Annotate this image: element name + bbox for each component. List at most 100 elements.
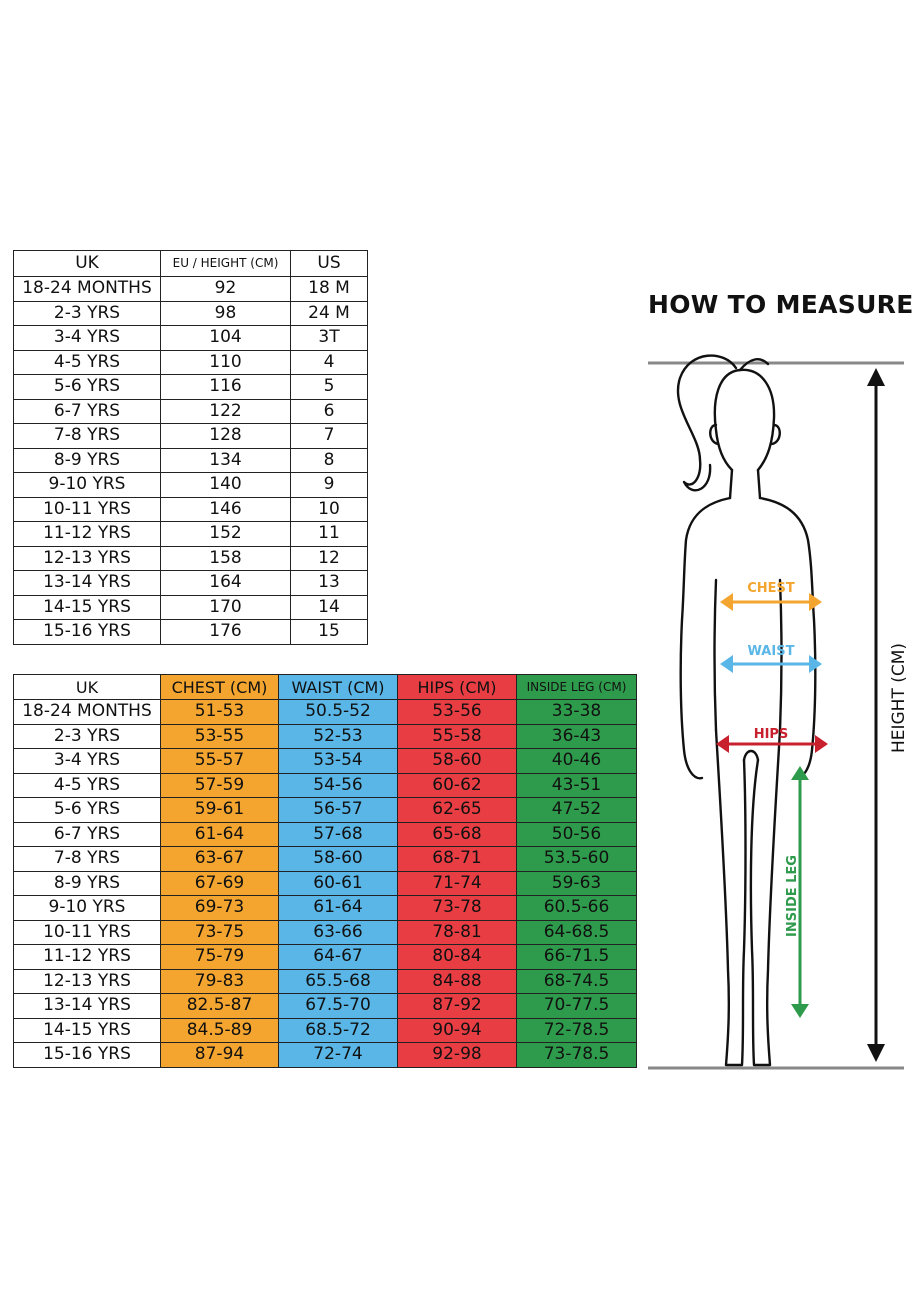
- waist-cell: 63-66: [278, 919, 398, 945]
- hips-cell: 80-84: [397, 944, 517, 970]
- inside-leg-cell: 66-71.5: [516, 944, 637, 970]
- hips-cell: 55-58: [397, 723, 517, 749]
- chest-arrow: CHEST: [720, 581, 822, 611]
- eu-height-cell: 170: [160, 594, 291, 620]
- uk-size-cell: 3-4 YRS: [13, 325, 161, 351]
- table-row: 14-15 YRS 170 14: [13, 594, 368, 620]
- table-header-row: UK EU / HEIGHT (CM) US: [13, 250, 368, 277]
- uk-eu-us-size-table: UK EU / HEIGHT (CM) US 18-24 MONTHS 92 18 …: [13, 250, 368, 645]
- eu-height-cell: 146: [160, 496, 291, 522]
- hips-cell: 58-60: [397, 748, 517, 774]
- waist-arrow: WAIST: [720, 644, 822, 673]
- eu-height-cell: 92: [160, 276, 291, 302]
- table-row: 12-13 YRS 79-83 65.5-68 84-88 68-74.5: [13, 968, 637, 994]
- us-size-cell: 4: [290, 349, 368, 375]
- waist-cell: 60-61: [278, 870, 398, 896]
- uk-size-cell: 9-10 YRS: [13, 895, 161, 921]
- table-row: 14-15 YRS 84.5-89 68.5-72 90-94 72-78.5: [13, 1017, 637, 1043]
- inside-leg-arrow: INSIDE LEG: [785, 766, 809, 1018]
- us-size-cell: 7: [290, 423, 368, 449]
- hips-label: HIPS: [754, 727, 789, 742]
- child-measuring-figure: CHEST WAIST HIPS INSIDE LEG HEIGHT (CM): [648, 354, 909, 1070]
- uk-size-cell: 10-11 YRS: [13, 919, 161, 945]
- eu-height-cell: 158: [160, 545, 291, 571]
- eu-height-cell: 116: [160, 374, 291, 400]
- us-size-cell: 10: [290, 496, 368, 522]
- us-size-cell: 12: [290, 545, 368, 571]
- waist-cell: 50.5-52: [278, 699, 398, 725]
- eu-height-column-header: EU / HEIGHT (CM): [160, 250, 291, 277]
- inside-leg-cell: 72-78.5: [516, 1017, 637, 1043]
- eu-height-cell: 128: [160, 423, 291, 449]
- sizes-table-body: 18-24 MONTHS 92 18 M 2-3 YRS 98 24 M 3-4 YRS 10…: [13, 276, 368, 645]
- table-row: 13-14 YRS 82.5-87 67.5-70 87-92 70-77.5: [13, 993, 637, 1019]
- table-row: 8-9 YRS 67-69 60-61 71-74 59-63: [13, 870, 637, 896]
- table-row: 3-4 YRS 55-57 53-54 58-60 40-46: [13, 748, 637, 774]
- table-row: 5-6 YRS 116 5: [13, 374, 368, 400]
- waist-cell: 52-53: [278, 723, 398, 749]
- table-row: 15-16 YRS 87-94 72-74 92-98 73-78.5: [13, 1042, 637, 1068]
- inside-leg-column-header: INSIDE LEG (CM): [516, 674, 637, 700]
- table-row: 7-8 YRS 63-67 58-60 68-71 53.5-60: [13, 846, 637, 872]
- waist-cell: 56-57: [278, 797, 398, 823]
- uk-size-cell: 15-16 YRS: [13, 1042, 161, 1068]
- us-size-cell: 24 M: [290, 300, 368, 326]
- table-row: 13-14 YRS 164 13: [13, 570, 368, 596]
- chest-cell: 59-61: [160, 797, 279, 823]
- hips-cell: 65-68: [397, 821, 517, 847]
- inside-leg-cell: 70-77.5: [516, 993, 637, 1019]
- eu-height-cell: 104: [160, 325, 291, 351]
- uk-size-cell: 18-24 MONTHS: [13, 276, 161, 302]
- chest-cell: 51-53: [160, 699, 279, 725]
- uk-size-cell: 8-9 YRS: [13, 447, 161, 473]
- inside-leg-cell: 59-63: [516, 870, 637, 896]
- uk-size-cell: 14-15 YRS: [13, 594, 161, 620]
- height-label: HEIGHT (CM): [889, 643, 909, 753]
- chest-cell: 73-75: [160, 919, 279, 945]
- chest-label: CHEST: [747, 581, 795, 596]
- inside-leg-cell: 53.5-60: [516, 846, 637, 872]
- hips-cell: 60-62: [397, 772, 517, 798]
- table-row: 11-12 YRS 152 11: [13, 521, 368, 547]
- inside-leg-cell: 50-56: [516, 821, 637, 847]
- waist-cell: 58-60: [278, 846, 398, 872]
- chest-cell: 53-55: [160, 723, 279, 749]
- inside-leg-cell: 60.5-66: [516, 895, 637, 921]
- us-size-cell: 14: [290, 594, 368, 620]
- table-row: 10-11 YRS 73-75 63-66 78-81 64-68.5: [13, 919, 637, 945]
- chest-cell: 87-94: [160, 1042, 279, 1068]
- us-column-header: US: [290, 250, 368, 277]
- uk-column-header: UK: [13, 674, 161, 700]
- uk-size-cell: 2-3 YRS: [13, 723, 161, 749]
- eu-height-cell: 164: [160, 570, 291, 596]
- inside-leg-cell: 73-78.5: [516, 1042, 637, 1068]
- chest-cell: 75-79: [160, 944, 279, 970]
- table-row: 3-4 YRS 104 3T: [13, 325, 368, 351]
- uk-size-cell: 15-16 YRS: [13, 619, 161, 645]
- hips-arrow: HIPS: [716, 727, 828, 753]
- uk-size-cell: 11-12 YRS: [13, 521, 161, 547]
- inside-leg-cell: 36-43: [516, 723, 637, 749]
- how-to-measure-title: HOW TO MEASURE: [648, 290, 914, 319]
- inside-leg-cell: 64-68.5: [516, 919, 637, 945]
- us-size-cell: 3T: [290, 325, 368, 351]
- us-size-cell: 8: [290, 447, 368, 473]
- hips-cell: 68-71: [397, 846, 517, 872]
- table-row: 10-11 YRS 146 10: [13, 496, 368, 522]
- waist-cell: 65.5-68: [278, 968, 398, 994]
- uk-size-cell: 7-8 YRS: [13, 423, 161, 449]
- inside-leg-label: INSIDE LEG: [785, 855, 800, 937]
- inside-leg-cell: 47-52: [516, 797, 637, 823]
- uk-size-cell: 4-5 YRS: [13, 772, 161, 798]
- table-header-row: UK CHEST (CM) WAIST (CM) HIPS (CM) INSID…: [13, 674, 637, 700]
- uk-size-cell: 10-11 YRS: [13, 496, 161, 522]
- hips-cell: 71-74: [397, 870, 517, 896]
- waist-column-header: WAIST (CM): [278, 674, 398, 700]
- table-row: 2-3 YRS 98 24 M: [13, 300, 368, 326]
- eu-height-cell: 140: [160, 472, 291, 498]
- uk-size-cell: 14-15 YRS: [13, 1017, 161, 1043]
- table-row: 7-8 YRS 128 7: [13, 423, 368, 449]
- chest-cell: 84.5-89: [160, 1017, 279, 1043]
- waist-cell: 61-64: [278, 895, 398, 921]
- chest-cell: 57-59: [160, 772, 279, 798]
